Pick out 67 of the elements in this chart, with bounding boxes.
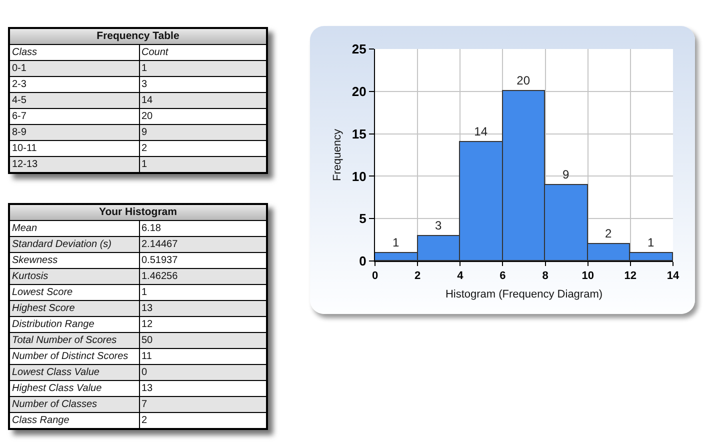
data-label: 0.51937 [139, 252, 266, 268]
data-label: 11 [139, 348, 266, 364]
y-tick-label: 15 [352, 126, 366, 142]
category-label: Number of Distinct Scores [10, 348, 139, 364]
data-label: 1 [139, 156, 266, 172]
category-label: 8-9 [10, 124, 139, 140]
x-tick-label: 0 [372, 270, 378, 282]
data-label: 2 [139, 412, 266, 428]
category-label: Standard Deviation (s) [10, 236, 139, 252]
category-label: 10-11 [10, 140, 139, 156]
data-label: 3 [435, 218, 442, 232]
x-axis-title: Histogram (Frequency Diagram) [445, 288, 603, 300]
data-label: 2 [139, 140, 266, 156]
x-tick-label: 6 [500, 270, 506, 282]
data-label: 6.18 [139, 220, 266, 236]
category-label: 4-5 [10, 92, 139, 108]
data-label: 1.46256 [139, 268, 266, 284]
data-label: 14 [139, 92, 266, 108]
x-tick-label: 8 [542, 270, 548, 282]
category-label: 6-7 [10, 108, 139, 124]
x-tick-label: 2 [414, 270, 421, 282]
x-tick-label: 4 [457, 270, 464, 282]
text: Count [139, 44, 266, 60]
y-tick-label: 20 [352, 84, 366, 99]
y-tick-label: 10 [352, 168, 366, 184]
data-label: 2.14467 [139, 236, 266, 252]
data-label: 1 [648, 236, 654, 250]
category-label: Kurtosis [10, 268, 139, 284]
category-label: Lowest Score [10, 284, 139, 300]
data-label: 9 [562, 168, 570, 182]
category-label: 12-13 [10, 156, 139, 172]
text: Your Histogram [10, 205, 266, 220]
data-label: 12 [139, 316, 266, 332]
x-tick-label: 14 [666, 270, 680, 282]
data-label: 0 [139, 364, 266, 380]
category-label: Class Range [10, 412, 139, 428]
data-label: 20 [139, 108, 266, 124]
data-label: 20 [516, 74, 530, 88]
category-label: 2-3 [10, 76, 139, 92]
category-label: Distribution Range [10, 316, 139, 332]
data-label: 9 [139, 124, 266, 140]
category-label: 0-1 [10, 60, 139, 76]
data-label: 3 [139, 76, 266, 92]
category-label: Number of Classes [10, 396, 139, 412]
data-label: 13 [139, 380, 266, 396]
y-tick-label: 25 [352, 42, 366, 57]
data-label: 13 [139, 300, 266, 316]
data-label: 1 [139, 284, 266, 300]
y-axis-title: Frequency [332, 128, 344, 181]
data-label: 50 [139, 332, 266, 348]
data-label: 1 [392, 236, 400, 250]
category-label: Mean [10, 220, 139, 236]
category-label: Highest Class Value [10, 380, 139, 396]
data-label: 14 [474, 124, 488, 138]
data-label: 1 [139, 60, 266, 76]
category-label: Skewness [10, 252, 139, 268]
data-label: 2 [605, 226, 612, 240]
y-tick-label: 0 [359, 254, 366, 269]
y-tick-label: 5 [359, 211, 366, 226]
text: Class [10, 44, 139, 60]
text: Frequency Table [10, 29, 266, 44]
x-tick-label: 10 [582, 270, 594, 282]
category-label: Highest Score [10, 300, 139, 316]
category-label: Lowest Class Value [10, 364, 139, 380]
x-tick-label: 12 [624, 270, 637, 282]
category-label: Total Number of Scores [10, 332, 139, 348]
data-label: 7 [139, 396, 266, 412]
